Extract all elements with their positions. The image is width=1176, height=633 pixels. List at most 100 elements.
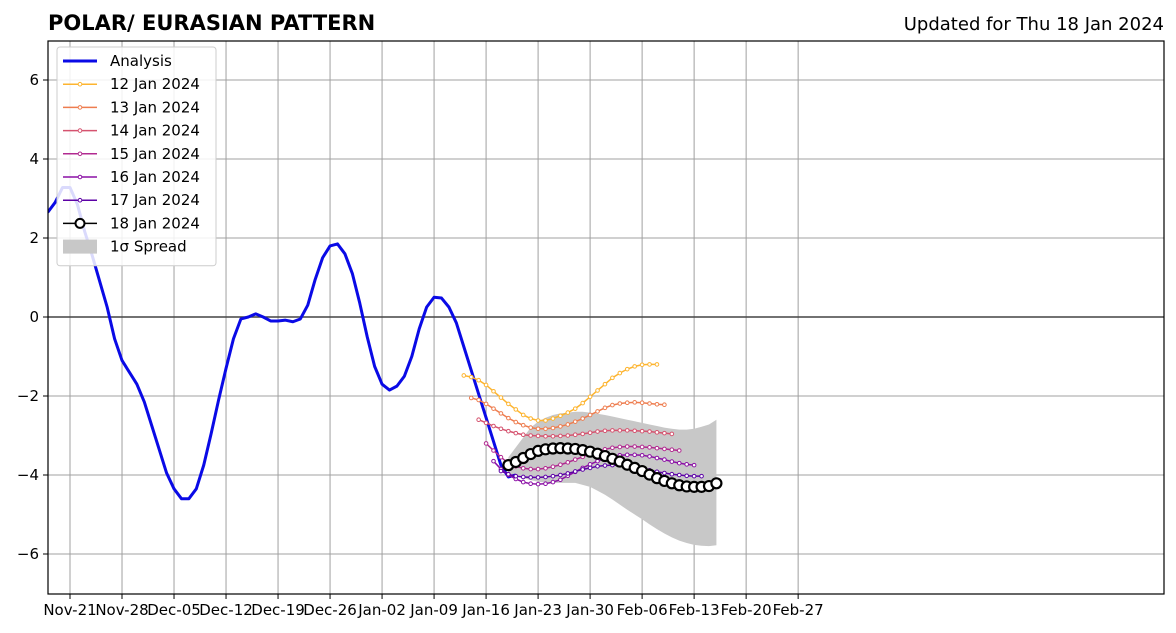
legend-label: 14 Jan 2024	[110, 122, 200, 140]
x-tick-label: Dec-05	[147, 601, 201, 619]
forecast-point	[520, 479, 526, 485]
forecast-point	[572, 406, 578, 411]
forecast-point	[565, 410, 571, 415]
forecast-point	[543, 426, 548, 432]
legend-item: 16 Jan 2024	[63, 168, 200, 186]
forecast-point	[558, 472, 563, 478]
forecast-point	[506, 415, 511, 421]
forecast-point	[483, 441, 489, 446]
y-tick-label: −2	[17, 387, 39, 405]
x-tick-label: Nov-21	[43, 601, 96, 619]
forecast-point	[602, 405, 608, 411]
forecast-point	[654, 430, 660, 435]
forecast-point	[498, 426, 504, 432]
legend-label: 17 Jan 2024	[110, 191, 200, 209]
forecast-point	[624, 452, 630, 458]
forecast-point	[558, 424, 563, 429]
forecast-point	[468, 374, 474, 380]
forecast-point	[639, 452, 645, 458]
forecast-point	[535, 426, 541, 432]
forecast-point	[498, 411, 504, 416]
forecast-point	[647, 401, 652, 406]
x-tick-label: Jan-09	[409, 601, 458, 619]
forecast-point	[476, 377, 481, 383]
legend-marker	[77, 174, 83, 180]
forecast-line	[492, 454, 695, 485]
legend-item: 15 Jan 2024	[63, 145, 200, 163]
forecast-point	[654, 455, 660, 461]
legend-marker	[77, 81, 83, 87]
forecast-point	[550, 433, 556, 439]
forecast-point	[624, 428, 630, 433]
forecast-point	[617, 428, 623, 433]
forecast-point	[617, 370, 623, 376]
forecast-point	[602, 428, 608, 434]
legend-marker	[77, 197, 83, 203]
forecast-point	[513, 407, 519, 412]
y-tick-label: −6	[17, 545, 39, 563]
legend-marker	[77, 105, 83, 110]
forecast-point	[550, 473, 556, 479]
x-tick-label: Jan-16	[461, 601, 510, 619]
x-tick-label: Jan-30	[565, 601, 614, 619]
forecast-point	[491, 448, 496, 453]
forecast-point	[684, 462, 689, 467]
forecast-point	[468, 395, 474, 401]
forecast-point	[610, 445, 615, 451]
forecast-point	[587, 394, 593, 400]
forecast-point	[520, 412, 526, 418]
forecast-series-6	[502, 442, 723, 493]
forecast-point	[587, 465, 593, 471]
legend-item: 17 Jan 2024	[63, 191, 200, 209]
forecast-point	[520, 465, 526, 471]
forecast-point	[513, 430, 519, 436]
legend-label: 16 Jan 2024	[110, 168, 200, 186]
forecast-point	[528, 475, 533, 480]
forecast-point	[669, 459, 675, 464]
forecast-point	[506, 401, 511, 407]
forecast-point	[595, 388, 600, 393]
forecast-point	[676, 460, 682, 466]
forecast-point	[543, 481, 548, 486]
forecast-point	[572, 469, 578, 474]
forecast-point	[632, 364, 637, 369]
forecast-point	[476, 417, 481, 423]
forecast-point	[654, 401, 660, 407]
forecast-point	[595, 409, 600, 414]
forecast-point	[647, 445, 652, 450]
forecast-point	[535, 418, 541, 423]
x-tick-label: Feb-27	[773, 601, 824, 619]
forecast-point	[513, 419, 519, 425]
forecast-point	[558, 462, 563, 468]
forecast-point	[491, 458, 496, 464]
forecast-point	[535, 466, 541, 472]
forecast-point	[632, 444, 637, 449]
forecast-point	[610, 402, 615, 408]
y-tick-label: 4	[29, 150, 39, 168]
forecast-point	[587, 430, 593, 436]
legend-item: 12 Jan 2024	[63, 75, 200, 93]
forecast-point	[602, 463, 608, 468]
forecast-point	[669, 471, 675, 477]
forecast-point	[565, 422, 571, 427]
forecast-point	[565, 471, 571, 476]
y-tick-label: 2	[29, 229, 39, 247]
forecast-point	[543, 418, 548, 423]
x-tick-label: Dec-26	[303, 601, 357, 619]
forecast-point	[624, 366, 630, 372]
chart-title: POLAR/ EURASIAN PATTERN	[48, 11, 375, 35]
forecast-series-2	[476, 417, 675, 439]
forecast-point	[498, 395, 504, 400]
forecast-point	[580, 416, 585, 421]
legend-item: Analysis	[63, 52, 172, 70]
forecast-point	[506, 471, 511, 477]
forecast-point	[595, 458, 600, 464]
x-tick-label: Dec-12	[199, 601, 253, 619]
legend-swatch	[63, 239, 97, 254]
x-tick-label: Feb-20	[721, 601, 772, 619]
forecast-point	[710, 477, 723, 490]
legend-marker	[74, 217, 86, 229]
forecast-point	[572, 432, 578, 438]
forecast-point	[543, 433, 548, 439]
